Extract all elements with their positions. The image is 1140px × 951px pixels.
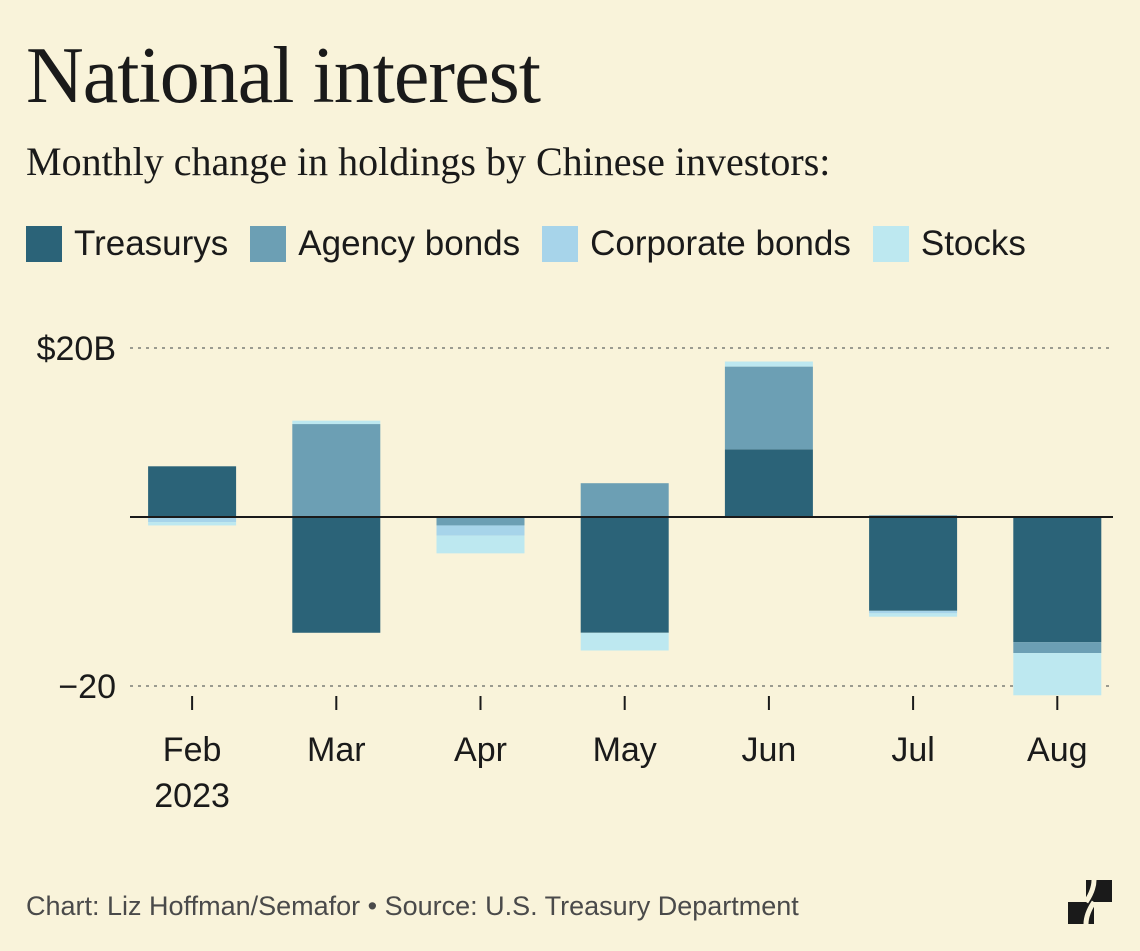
x-tick-label: May: [593, 731, 657, 769]
bar-treasurys-feb: [148, 466, 237, 517]
legend-item-agency-bonds: Agency bonds: [250, 222, 520, 266]
y-tick-label: −20: [58, 668, 116, 706]
bar-treasurys-may: [580, 517, 669, 633]
legend-item-stocks: Stocks: [872, 222, 1026, 266]
bar-stocks-may: [580, 632, 669, 651]
bar-agency-bonds-jun: [724, 366, 813, 450]
bar-treasurys-jul: [869, 517, 958, 611]
x-tick-label: Apr: [454, 731, 507, 769]
x-tick-label: Feb: [163, 731, 222, 769]
legend-item-treasurys: Treasurys: [26, 222, 228, 266]
y-tick-label: $20B: [37, 330, 116, 368]
bar-treasurys-mar: [292, 517, 381, 633]
x-tick-label: Mar: [307, 731, 366, 769]
bar-corporate-bonds-feb: [148, 517, 237, 523]
legend-label-agency-bonds: Agency bonds: [298, 224, 521, 263]
stacked-bar-chart: $20B −20 Feb 2023 Mar Apr May Jun Jul Aug: [37, 330, 1113, 815]
legend-item-corporate-bonds: Corporate bonds: [542, 222, 851, 266]
x-tick-label: Aug: [1027, 731, 1088, 769]
bar-stocks-jun: [724, 361, 813, 367]
legend: Treasurys Agency bonds Corporate bonds S…: [26, 222, 1048, 266]
bar-agency-bonds-may: [580, 483, 669, 517]
bar-stocks-jul: [869, 613, 958, 617]
legend-label-treasurys: Treasurys: [74, 224, 229, 263]
bar-stocks-aug: [1013, 653, 1102, 696]
semafor-logo-icon: [1068, 879, 1112, 925]
chart-subtitle: Monthly change in holdings by Chinese in…: [26, 139, 831, 184]
bar-corporate-bonds-apr: [436, 525, 525, 536]
bar-agency-bonds-apr: [436, 517, 525, 526]
bar-treasurys-jun: [724, 449, 813, 517]
bar-agency-bonds-aug: [1013, 642, 1102, 654]
legend-label-stocks: Stocks: [920, 224, 1026, 263]
legend-label-corporate-bonds: Corporate bonds: [590, 224, 851, 263]
bar-stocks-mar: [292, 420, 381, 425]
chart-title: National interest: [26, 32, 541, 120]
legend-swatch-treasurys: [26, 226, 62, 262]
bar-stocks-feb: [148, 522, 237, 526]
bar-agency-bonds-mar: [292, 424, 381, 517]
x-tick-sublabel: 2023: [154, 777, 230, 815]
bar-corporate-bonds-jul: [869, 610, 958, 614]
x-tick-label: Jun: [741, 731, 796, 769]
legend-swatch-agency-bonds: [250, 226, 287, 262]
bar-treasurys-aug: [1013, 517, 1102, 643]
x-tick-label: Jul: [891, 731, 934, 769]
bar-stocks-apr: [436, 535, 525, 554]
source-credit: Chart: Liz Hoffman/Semafor • Source: U.S…: [26, 891, 799, 921]
legend-swatch-corporate-bonds: [542, 226, 579, 262]
legend-swatch-stocks: [872, 226, 909, 262]
